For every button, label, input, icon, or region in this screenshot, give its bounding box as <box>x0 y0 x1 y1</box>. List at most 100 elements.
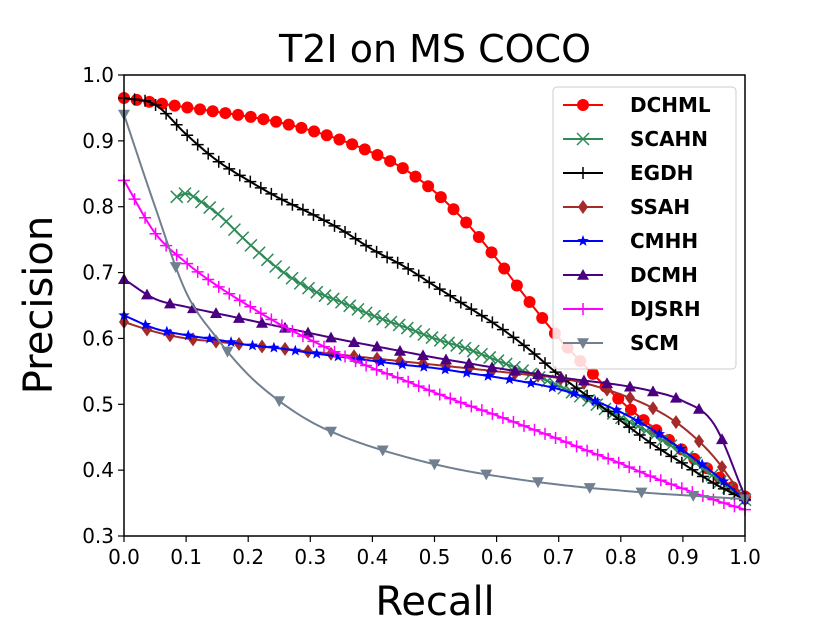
data-point-egdh <box>475 309 488 322</box>
data-point-djsrh <box>254 307 267 320</box>
series-line-egdh <box>123 97 746 501</box>
data-point-dcmh <box>601 377 613 389</box>
data-point-egdh <box>233 169 246 182</box>
data-point-djsrh <box>139 211 152 224</box>
data-point-egdh <box>181 129 194 142</box>
data-point-scahn <box>343 299 357 313</box>
data-point-egdh <box>707 477 720 490</box>
data-point-cmhh <box>353 353 366 365</box>
series-djsrh <box>118 174 751 516</box>
data-point-dcmh <box>624 380 636 392</box>
data-point-dchml <box>333 133 346 146</box>
data-point-dchml <box>206 105 219 118</box>
data-point-ssah <box>671 415 681 430</box>
data-point-egdh <box>370 245 383 258</box>
data-point-scahn <box>252 246 266 260</box>
data-point-dchml <box>434 191 447 204</box>
data-point-scahn <box>285 271 299 285</box>
series-dcmh <box>118 273 751 502</box>
data-point-djsrh <box>212 280 225 293</box>
data-point-egdh <box>644 436 657 449</box>
data-point-cmhh <box>268 341 280 353</box>
data-point-djsrh <box>433 388 446 401</box>
legend-label: EGDH <box>630 161 693 185</box>
series-line-dcmh <box>123 278 746 497</box>
data-point-djsrh <box>191 265 204 278</box>
data-point-egdh <box>623 421 636 434</box>
data-point-dchml <box>460 216 473 229</box>
data-point-dchml <box>181 101 194 114</box>
data-point-dchml <box>523 295 536 308</box>
data-point-scm <box>221 346 234 358</box>
data-point-scahn <box>376 312 390 326</box>
legend-item-cmhh: CMHH <box>563 229 698 253</box>
legend-label: SCAHN <box>630 127 708 151</box>
data-point-djsrh <box>181 257 194 270</box>
data-point-djsrh <box>644 470 657 483</box>
data-point-scahn <box>170 190 184 204</box>
data-point-egdh <box>307 208 320 221</box>
data-point-cmhh <box>203 332 216 344</box>
data-point-egdh <box>339 225 352 238</box>
data-point-djsrh <box>602 452 615 465</box>
data-point-cmhh <box>610 404 623 415</box>
data-point-dcmh <box>440 353 452 365</box>
data-point-djsrh <box>591 448 604 461</box>
data-point-scahn <box>392 318 406 332</box>
data-point-djsrh <box>728 500 741 513</box>
data-point-egdh <box>139 94 152 107</box>
data-point-ssah <box>648 401 658 416</box>
y-tick-label: 0.9 <box>82 129 114 153</box>
data-point-dchml <box>270 115 283 128</box>
data-point-djsrh <box>202 273 215 286</box>
legend-marker-dchml <box>577 99 589 111</box>
data-point-scm <box>376 445 389 457</box>
data-point-cmhh <box>439 363 451 375</box>
data-point-djsrh <box>391 371 404 384</box>
legend-item-scm: SCM <box>563 331 679 355</box>
chart-title: T2I on MS COCO <box>278 27 591 71</box>
data-point-djsrh <box>444 392 457 405</box>
data-point-cmhh <box>139 318 152 330</box>
data-point-cmhh <box>332 350 344 362</box>
data-point-dcmh <box>394 344 406 356</box>
data-point-cmhh <box>289 344 302 356</box>
data-point-dcmh <box>670 391 682 403</box>
data-point-egdh <box>296 203 309 216</box>
data-point-dchml <box>320 129 333 142</box>
x-tick-label: 0.8 <box>605 545 637 569</box>
data-point-scahn <box>269 259 283 274</box>
data-point-cmhh <box>182 329 194 341</box>
data-point-djsrh <box>517 419 530 432</box>
data-point-egdh <box>191 138 204 151</box>
data-point-cmhh <box>567 387 580 399</box>
data-point-egdh <box>317 214 330 227</box>
data-point-dcmh <box>578 374 590 386</box>
data-point-scahn <box>277 266 291 280</box>
data-point-dchml <box>346 138 359 151</box>
data-point-dcmh <box>371 340 383 352</box>
legend-marker-djsrh <box>577 303 589 315</box>
data-point-djsrh <box>265 313 278 326</box>
x-tick-label: 0.4 <box>356 545 388 569</box>
data-point-dchml <box>485 246 498 259</box>
data-point-cmhh <box>396 358 409 370</box>
data-point-scm <box>480 469 493 481</box>
legend-marker-scm <box>577 338 589 349</box>
data-point-scahn <box>400 321 414 335</box>
data-point-dchml <box>447 203 460 216</box>
data-point-djsrh <box>570 440 583 453</box>
data-point-egdh <box>433 283 446 296</box>
data-point-dcmh <box>463 357 475 369</box>
data-point-egdh <box>507 331 520 344</box>
data-point-dcmh <box>141 288 153 300</box>
data-point-scm <box>273 396 286 407</box>
data-point-ssah <box>694 434 704 449</box>
x-tick-label: 0.5 <box>419 545 451 569</box>
data-point-dchml <box>586 367 599 380</box>
data-point-scahn <box>483 350 497 364</box>
data-point-djsrh <box>360 359 373 372</box>
y-tick-label: 0.4 <box>82 458 114 482</box>
data-point-dchml <box>219 107 232 120</box>
